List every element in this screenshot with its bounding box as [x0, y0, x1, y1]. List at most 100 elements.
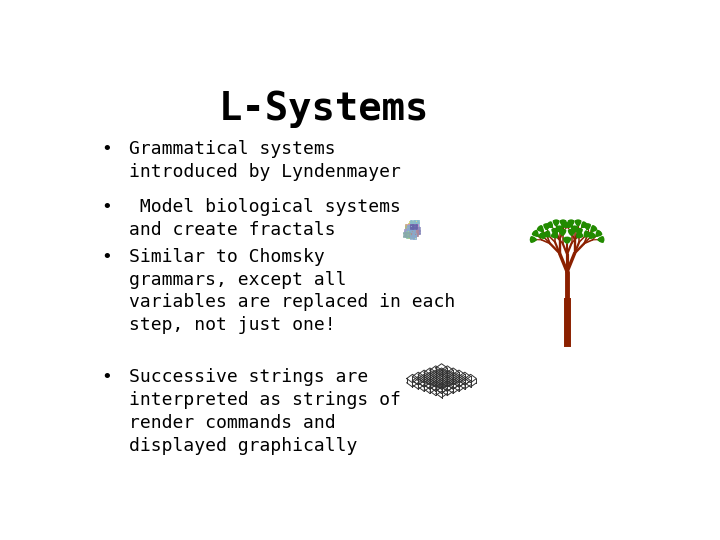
- Bar: [417, 232, 418, 233]
- Ellipse shape: [590, 235, 595, 238]
- Bar: [411, 227, 413, 228]
- Ellipse shape: [590, 233, 593, 238]
- Bar: [411, 235, 413, 237]
- Bar: [408, 224, 409, 225]
- Bar: [410, 226, 412, 227]
- Ellipse shape: [547, 225, 552, 227]
- Bar: [414, 226, 415, 227]
- Text: displayed graphically: displayed graphically: [129, 437, 357, 455]
- Bar: [408, 230, 409, 231]
- Bar: [409, 234, 410, 235]
- Text: introduced by Lyndenmayer: introduced by Lyndenmayer: [129, 163, 401, 180]
- Bar: [408, 234, 410, 235]
- Bar: [411, 235, 412, 237]
- Bar: [417, 234, 418, 235]
- Bar: [411, 229, 413, 230]
- Ellipse shape: [598, 238, 603, 240]
- Bar: [418, 233, 419, 234]
- Ellipse shape: [570, 220, 572, 226]
- Bar: [407, 231, 408, 232]
- Bar: [411, 220, 413, 221]
- Bar: [407, 235, 408, 236]
- Ellipse shape: [569, 230, 572, 235]
- Ellipse shape: [562, 224, 567, 227]
- Text: interpreted as strings of: interpreted as strings of: [129, 391, 401, 409]
- Bar: [413, 233, 415, 234]
- Bar: [411, 228, 413, 230]
- Bar: [405, 232, 406, 233]
- Bar: [410, 230, 412, 231]
- Ellipse shape: [596, 231, 600, 236]
- Bar: [412, 230, 413, 231]
- Bar: [408, 235, 410, 236]
- Ellipse shape: [575, 221, 579, 225]
- Bar: [409, 233, 410, 234]
- Bar: [408, 224, 409, 225]
- Bar: [410, 229, 411, 230]
- Bar: [413, 228, 415, 230]
- Bar: [410, 228, 412, 230]
- Ellipse shape: [565, 222, 567, 227]
- Ellipse shape: [554, 220, 557, 226]
- Bar: [410, 227, 412, 228]
- Bar: [418, 228, 419, 230]
- Bar: [415, 225, 416, 226]
- Bar: [411, 233, 413, 234]
- Ellipse shape: [544, 234, 549, 237]
- Bar: [412, 231, 413, 233]
- Bar: [403, 232, 405, 233]
- Bar: [410, 231, 411, 232]
- Ellipse shape: [577, 233, 581, 237]
- Text: Model biological systems: Model biological systems: [129, 198, 401, 216]
- Bar: [411, 234, 413, 235]
- Bar: [414, 233, 415, 234]
- Ellipse shape: [567, 225, 572, 227]
- Bar: [415, 225, 417, 226]
- Bar: [405, 231, 406, 233]
- Bar: [413, 227, 415, 228]
- Bar: [408, 226, 409, 227]
- Bar: [413, 230, 415, 231]
- Bar: [413, 235, 414, 237]
- Bar: [418, 227, 419, 228]
- Bar: [412, 233, 413, 234]
- Bar: [407, 227, 408, 228]
- Ellipse shape: [576, 229, 579, 234]
- Bar: [408, 227, 410, 228]
- Ellipse shape: [539, 236, 544, 238]
- Bar: [411, 228, 413, 230]
- Ellipse shape: [596, 231, 598, 236]
- Bar: [414, 227, 415, 228]
- Bar: [413, 233, 414, 234]
- Bar: [410, 238, 411, 239]
- Bar: [409, 231, 410, 232]
- Bar: [409, 229, 410, 230]
- Bar: [410, 235, 411, 236]
- Bar: [405, 233, 406, 234]
- Bar: [406, 233, 408, 234]
- Bar: [413, 234, 414, 235]
- Bar: [413, 232, 414, 233]
- Bar: [414, 231, 415, 232]
- Bar: [417, 227, 418, 228]
- Bar: [410, 227, 411, 228]
- Bar: [417, 223, 418, 224]
- Bar: [407, 230, 408, 231]
- Bar: [415, 227, 416, 228]
- Bar: [411, 222, 413, 223]
- Bar: [406, 236, 408, 237]
- Ellipse shape: [546, 225, 549, 230]
- Bar: [411, 230, 413, 232]
- Bar: [410, 236, 411, 237]
- Bar: [405, 230, 406, 231]
- Ellipse shape: [556, 221, 559, 225]
- Bar: [404, 230, 405, 231]
- Bar: [411, 232, 412, 234]
- Bar: [416, 228, 417, 230]
- Bar: [413, 225, 414, 226]
- Bar: [418, 230, 419, 231]
- Bar: [413, 235, 415, 237]
- Ellipse shape: [575, 227, 577, 232]
- Text: •: •: [101, 140, 112, 158]
- Bar: [410, 230, 411, 231]
